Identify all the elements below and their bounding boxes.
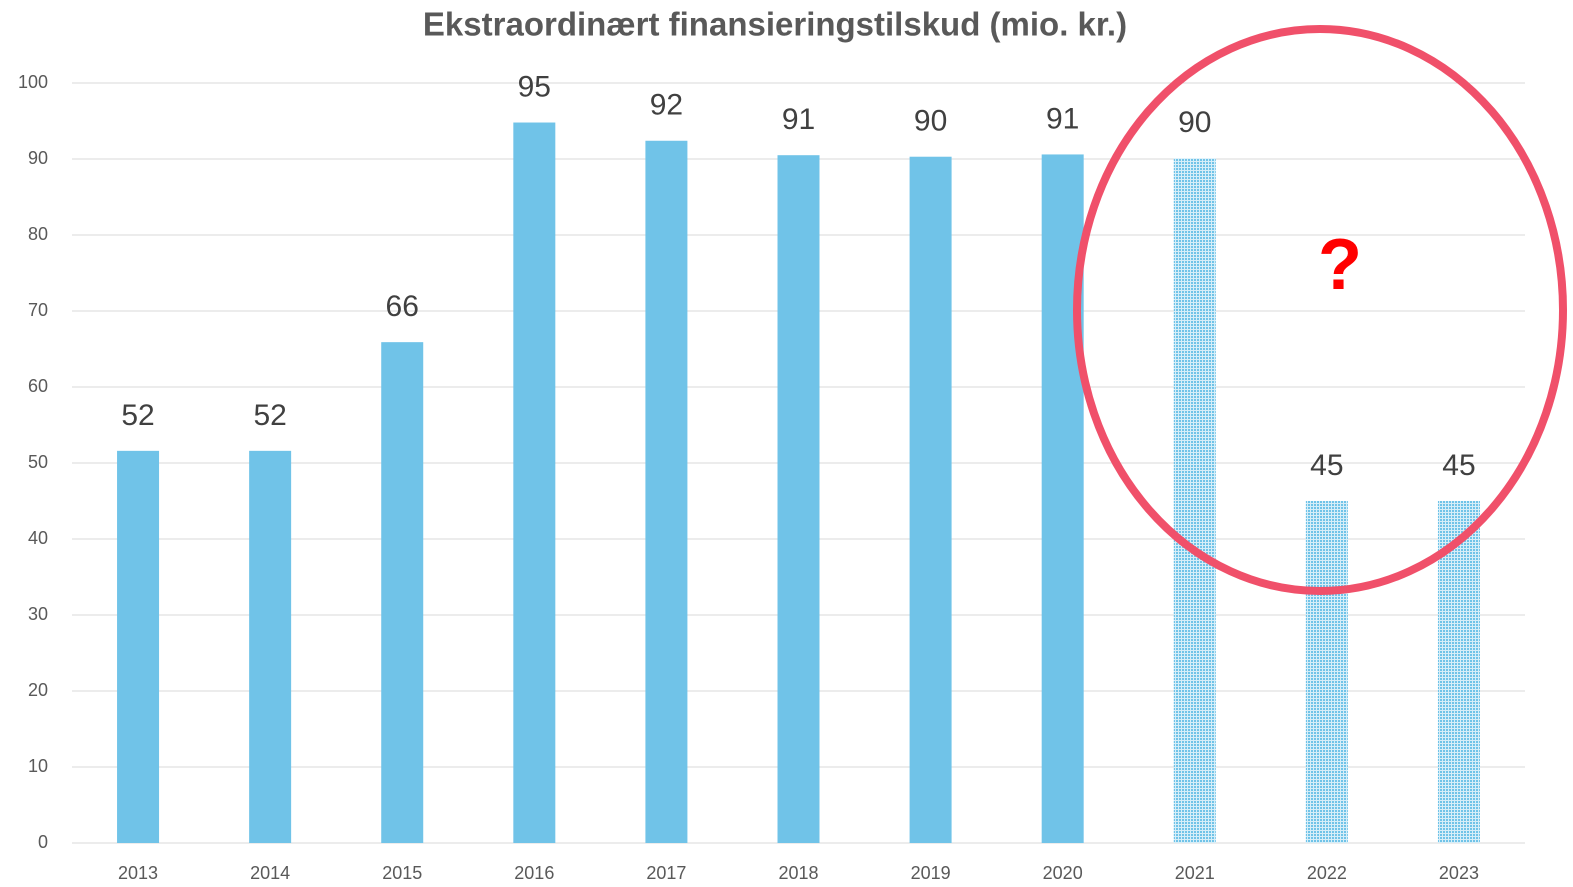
y-tick-label: 40 (28, 528, 48, 548)
annotation: ? (1318, 225, 1362, 305)
y-tick-label: 80 (28, 224, 48, 244)
bar (513, 122, 556, 843)
y-tick-label: 30 (28, 604, 48, 624)
value-label: 91 (1046, 102, 1079, 135)
bar (909, 156, 952, 844)
highlight-ellipse (1073, 25, 1567, 595)
bar (777, 155, 820, 843)
value-label: 91 (782, 103, 815, 136)
x-tick-label: 2018 (778, 863, 818, 883)
value-label: 45 (1310, 449, 1343, 482)
y-tick-label: 20 (28, 680, 48, 700)
value-label: 45 (1442, 449, 1475, 482)
bar (645, 140, 688, 843)
y-tick-label: 0 (38, 832, 48, 852)
x-tick-label: 2019 (911, 863, 951, 883)
x-tick-label: 2015 (382, 863, 422, 883)
value-label: 90 (914, 105, 947, 138)
y-tick-label: 100 (18, 72, 48, 92)
x-tick-label: 2017 (646, 863, 686, 883)
y-tick-label: 50 (28, 452, 48, 472)
bar (381, 342, 424, 843)
y-tick-label: 90 (28, 148, 48, 168)
x-tick-label: 2023 (1439, 863, 1479, 883)
value-label: 66 (386, 290, 419, 323)
y-tick-label: 60 (28, 376, 48, 396)
x-tick-label: 2021 (1175, 863, 1215, 883)
value-label: 95 (518, 70, 551, 103)
value-label: 92 (650, 89, 683, 122)
x-tick-label: 2022 (1307, 863, 1347, 883)
x-tick-label: 2013 (118, 863, 158, 883)
bar (1173, 158, 1216, 844)
x-tick-label: 2020 (1043, 863, 1083, 883)
x-tick-label: 2016 (514, 863, 554, 883)
value-label: 52 (253, 399, 286, 432)
bar (1437, 501, 1480, 843)
x-tick-label: 2014 (250, 863, 290, 883)
y-tick-label: 70 (28, 300, 48, 320)
value-label: 52 (121, 399, 154, 432)
bar (249, 450, 292, 843)
value-label: 90 (1178, 106, 1211, 139)
chart-title: Ekstraordinært finansieringstilskud (mio… (423, 6, 1127, 43)
bar (1305, 501, 1348, 843)
bar (117, 450, 160, 843)
y-tick-label: 10 (28, 756, 48, 776)
